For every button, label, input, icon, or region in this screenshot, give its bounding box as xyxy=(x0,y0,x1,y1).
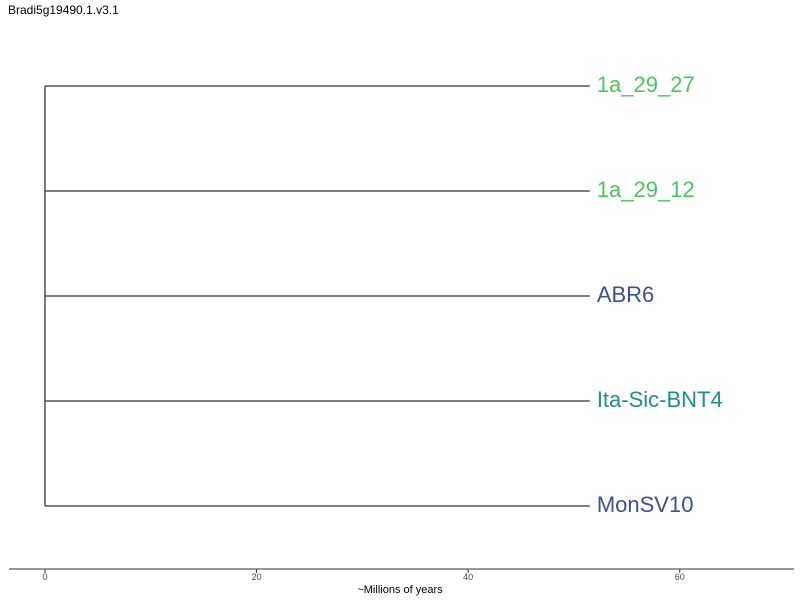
tip-label: ABR6 xyxy=(597,282,654,307)
tip-label: 1a_29_27 xyxy=(597,72,695,97)
tick-label: 0 xyxy=(42,572,47,582)
tip-label: 1a_29_12 xyxy=(597,177,695,202)
tip-labels: 1a_29_27 1a_29_12 ABR6 Ita-Sic-BNT4 MonSV10 xyxy=(597,72,723,517)
tick-label: 20 xyxy=(252,572,262,582)
tip-label: Ita-Sic-BNT4 xyxy=(597,387,723,412)
tick-label: 60 xyxy=(675,572,685,582)
plot-title: Bradi5g19490.1.v3.1 xyxy=(8,3,119,17)
tree-branches xyxy=(44,85,590,507)
x-axis-ticks: 0 20 40 60 xyxy=(42,569,685,582)
x-axis-title: ~Millions of years xyxy=(357,584,443,596)
x-axis: 0 20 40 60 ~Millions of years xyxy=(9,568,794,596)
tick-label: 40 xyxy=(463,572,473,582)
tip-label: MonSV10 xyxy=(597,492,694,517)
